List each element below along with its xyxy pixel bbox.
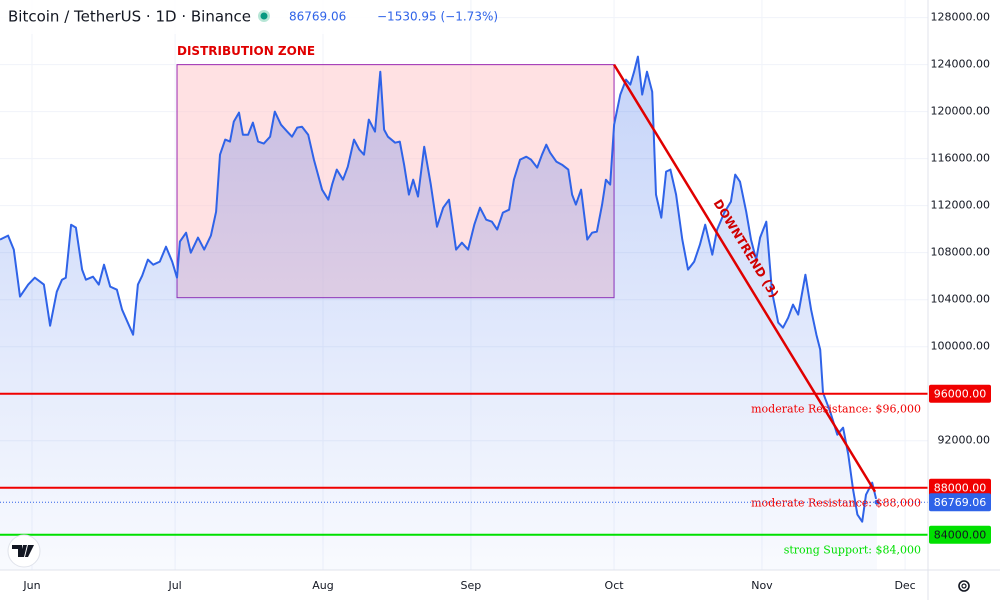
level-label: moderate Resistance: $96,000 [751, 403, 921, 416]
axes: 92000.00 100000.00 104000.00 108000.00 11200… [22, 11, 991, 592]
level-tag [929, 384, 991, 403]
level-tag [929, 525, 991, 544]
header-bg [0, 0, 470, 34]
y-tick-label: 104000.00 [931, 293, 991, 306]
y-tick-label: 92000.00 [938, 434, 991, 447]
x-tick-label: Jun [22, 579, 40, 592]
symbol-title: Bitcoin / TetherUS · 1D · Binance [8, 8, 251, 26]
price-area [0, 56, 877, 571]
status-dot [260, 12, 268, 20]
price-line [0, 55, 878, 523]
x-tick-label: Dec [894, 579, 915, 592]
x-tick-label: Jul [167, 579, 181, 592]
level-tag-label: 84000.00 [934, 529, 987, 542]
x-tick-label: Aug [312, 579, 333, 592]
level-label: strong Support: $84,000 [784, 544, 921, 557]
x-tick-label: Oct [605, 579, 625, 592]
y-tick-label: 108000.00 [931, 246, 991, 259]
downtrend-line [612, 63, 877, 493]
y-tick-label: 124000.00 [931, 58, 991, 71]
tv-logo [7, 534, 41, 568]
y-tick-label: 116000.00 [931, 152, 991, 165]
level-tag-label: 96000.00 [934, 388, 987, 401]
header-price: 86769.06 [289, 10, 346, 24]
current-price-tag [929, 493, 991, 512]
settings-icon[interactable] [958, 580, 970, 592]
x-tick-label: Sep [461, 579, 482, 592]
zone-label: DISTRIBUTION ZONE [177, 44, 315, 58]
level-tag [929, 478, 991, 497]
level-label: moderate Resistance: $88,000 [751, 497, 921, 510]
plot-area: DISTRIBUTION ZONE moderate Resistance: $9… [0, 0, 928, 571]
header-change: −1530.95 (−1.73%) [377, 10, 498, 24]
y-tick-label: 120000.00 [931, 105, 991, 118]
x-tick-label: Nov [751, 579, 773, 592]
y-tick-label: 112000.00 [931, 199, 991, 212]
level-tag-label: 88000.00 [934, 482, 987, 495]
y-tick-label: 100000.00 [931, 340, 991, 353]
current-price-tag-label: 86769.06 [934, 496, 987, 509]
y-tick-label: 128000.00 [931, 11, 991, 24]
